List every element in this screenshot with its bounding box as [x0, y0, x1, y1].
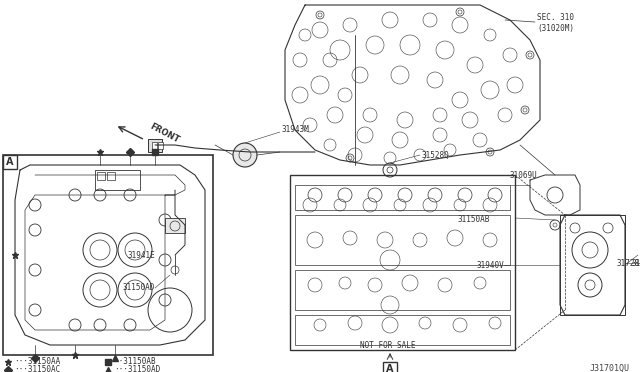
Bar — [148, 139, 162, 152]
Bar — [3, 155, 213, 355]
Bar — [3, 155, 17, 169]
Bar — [165, 218, 185, 233]
Text: A: A — [6, 157, 13, 167]
Bar — [107, 172, 115, 180]
Circle shape — [233, 143, 257, 167]
Text: FRONT: FRONT — [148, 122, 180, 144]
Bar — [95, 170, 140, 190]
Text: ··31150AB: ··31150AB — [114, 357, 156, 366]
Text: 31069U: 31069U — [510, 170, 538, 180]
Text: J31701QU: J31701QU — [590, 363, 630, 372]
Text: NOT FOR SALE: NOT FOR SALE — [360, 340, 415, 350]
Text: ···31150AA: ···31150AA — [14, 357, 60, 366]
Text: A: A — [387, 364, 394, 372]
Bar — [295, 215, 510, 265]
Text: 31150AD: 31150AD — [123, 283, 155, 292]
Bar — [295, 315, 510, 345]
Text: (31020M): (31020M) — [537, 23, 574, 32]
Text: 31728: 31728 — [632, 259, 640, 267]
Bar — [560, 215, 625, 315]
Bar — [97, 172, 105, 180]
Text: SEC. 310: SEC. 310 — [537, 13, 574, 22]
Text: 31941E: 31941E — [127, 250, 155, 260]
Text: 31940V: 31940V — [476, 260, 504, 269]
Text: 31150AB: 31150AB — [458, 215, 490, 224]
Bar — [158, 142, 163, 149]
Text: ···31150AC: ···31150AC — [14, 366, 60, 372]
Text: 31728: 31728 — [617, 259, 640, 267]
Bar — [152, 142, 157, 149]
Bar — [295, 185, 510, 210]
Bar — [295, 270, 510, 310]
Bar — [383, 362, 397, 372]
Text: ···31150AD: ···31150AD — [114, 366, 160, 372]
Text: 31528Q: 31528Q — [422, 151, 450, 160]
Bar — [290, 175, 515, 350]
Text: 31943M: 31943M — [282, 125, 310, 135]
